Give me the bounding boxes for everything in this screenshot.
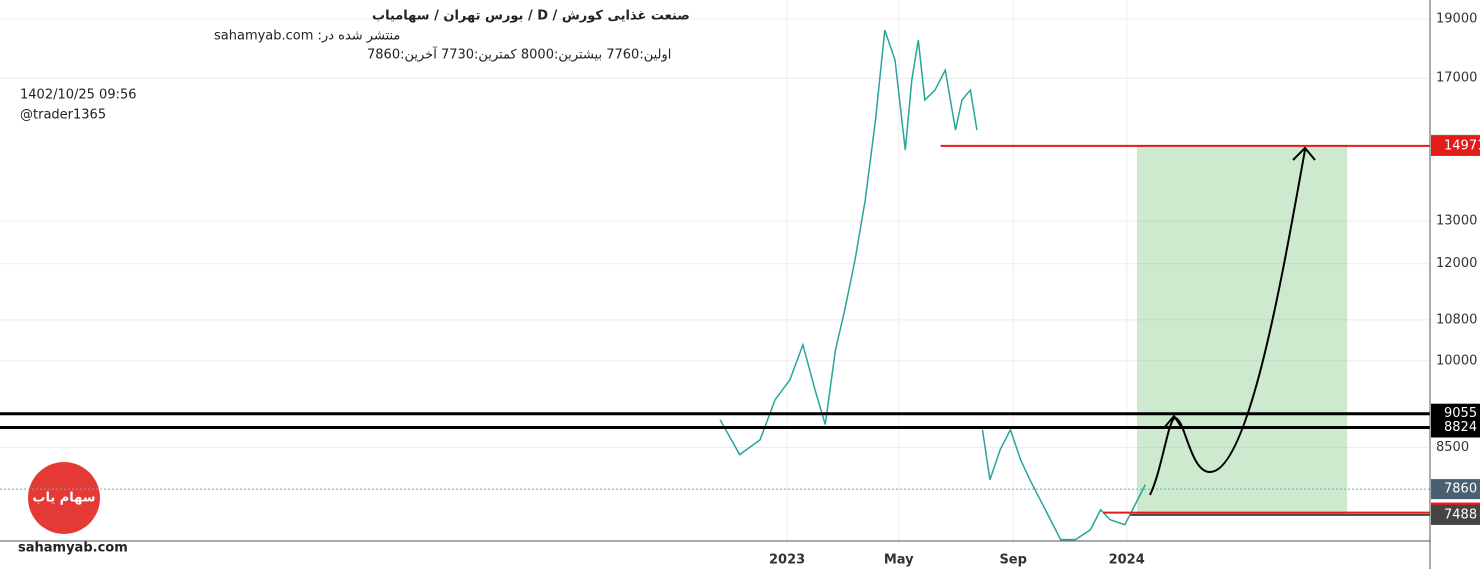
published: منتشر شده در: sahamyab.com [214, 29, 400, 44]
price-badge-label: 7860 [1444, 482, 1477, 497]
y-tick-label: 10000 [1436, 353, 1477, 368]
price-badge-label: 14971 [1444, 138, 1480, 153]
stop-zone [1136, 512, 1348, 515]
y-tick-label: 17000 [1436, 71, 1477, 86]
author: @trader1365 [20, 108, 106, 123]
price-line [719, 29, 1146, 541]
target-zone [1136, 145, 1348, 513]
y-tick-label: 13000 [1436, 214, 1477, 229]
price-badge-label: 9055 [1444, 406, 1477, 421]
x-tick-label: 2023 [769, 553, 805, 568]
price-badge-label: 8824 [1444, 420, 1477, 435]
logo [28, 462, 100, 534]
price-badge [1431, 479, 1480, 500]
price-badge [1431, 135, 1480, 156]
site: sahamyab.com [18, 541, 128, 556]
price-badge [1431, 504, 1480, 525]
title: صنعت غذایی کورش / D / بورس تهران / سهامی… [372, 9, 690, 24]
logo-text: سهام یاب [32, 491, 95, 506]
x-tick-label: May [884, 553, 914, 568]
arrow [1149, 149, 1306, 496]
x-tick-label: Sep [999, 553, 1027, 568]
axis-labels: 19000 17000 13000 12000 10800 10000 8500 2023 Ma… [769, 11, 1480, 568]
price-badge [1431, 417, 1480, 438]
grid [0, 0, 1430, 541]
arrow-head [1163, 146, 1316, 429]
y-tick-label: 12000 [1436, 256, 1477, 271]
y-tick-label: 10800 [1436, 312, 1477, 327]
plot [0, 29, 1430, 541]
ohlc: اولین:7760 بیشترین:8000 کمترین:7730 آخری… [367, 46, 671, 63]
date: 1402/10/25 09:56 [20, 88, 137, 103]
price-badge-label: 7488 [1444, 507, 1477, 522]
y-tick-label: 19000 [1436, 11, 1477, 26]
y-tick-label: 8500 [1436, 440, 1469, 455]
x-tick-label: 2024 [1109, 553, 1145, 568]
